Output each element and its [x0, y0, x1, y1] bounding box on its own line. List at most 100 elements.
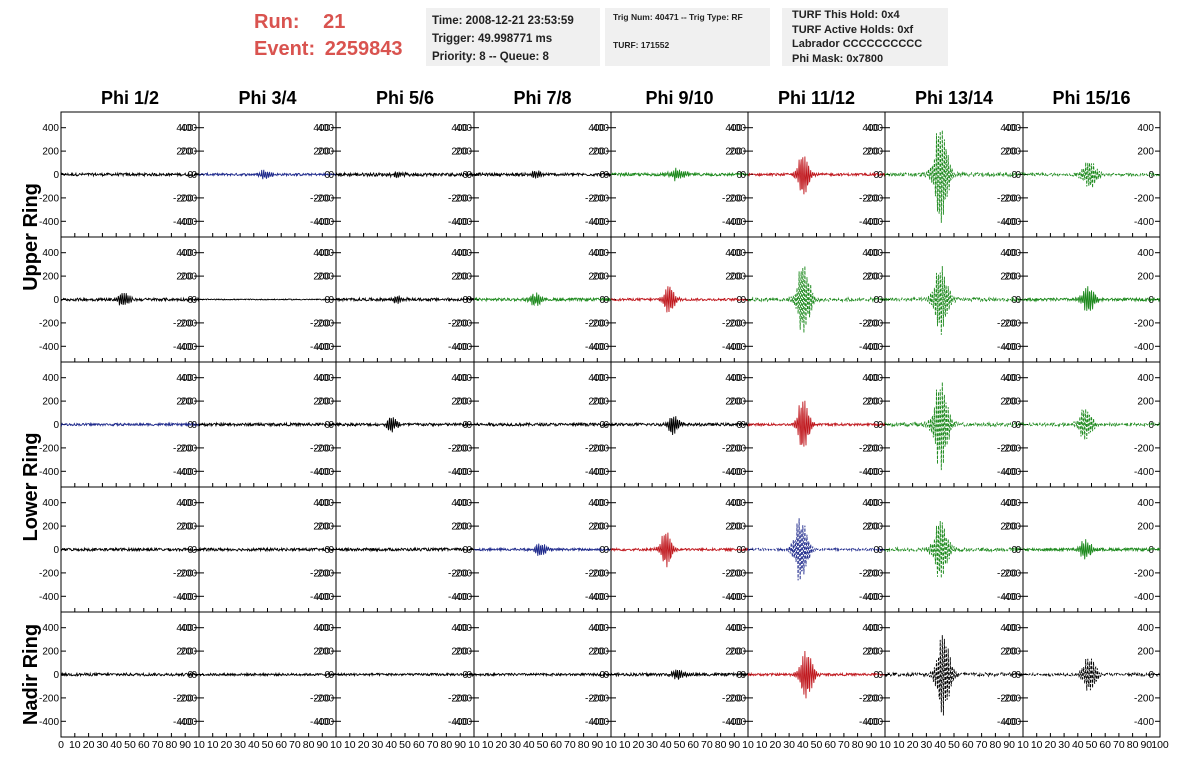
y-tick-label-right: -200	[173, 193, 193, 204]
y-tick-label-right: 0	[462, 295, 468, 306]
y-tick-label-right: 200	[176, 647, 193, 658]
x-tick-label: 40	[934, 739, 946, 751]
y-tick-label-right: 200	[1137, 272, 1154, 283]
x-tick-label: 30	[783, 739, 795, 751]
y-tick-label: -400	[39, 342, 59, 353]
y-tick-label: 0	[603, 420, 609, 431]
y-tick-label: -200	[314, 193, 334, 204]
y-tick-label: 200	[1004, 272, 1021, 283]
y-tick-label: 400	[592, 248, 609, 259]
y-tick-label-right: -400	[997, 217, 1017, 228]
y-tick-label-right: 400	[588, 373, 605, 384]
y-tick-label: -200	[1001, 193, 1021, 204]
waveform-panel: -400 -200 0 200 400 -400 -200 0 200 400	[863, 486, 1024, 613]
y-tick-label: 0	[53, 170, 59, 181]
x-tick-label: 60	[275, 739, 287, 751]
x-tick-label: 10	[344, 739, 356, 751]
y-tick-label: -400	[452, 717, 472, 728]
waveform-series	[335, 171, 475, 179]
x-tick-label: 90	[728, 739, 740, 751]
y-tick-label-right: -200	[1134, 693, 1154, 704]
y-tick-label-right: 0	[187, 295, 193, 306]
y-tick-label-right: -400	[585, 342, 605, 353]
x-tick-label: 70	[838, 739, 850, 751]
y-tick-label: 200	[180, 522, 197, 533]
y-tick-label: 400	[866, 123, 883, 134]
y-tick-label-right: 200	[725, 397, 742, 408]
y-tick-label: 400	[866, 373, 883, 384]
waveform-series	[748, 156, 886, 195]
y-tick-label-right: 400	[451, 373, 468, 384]
waveform-series	[60, 546, 200, 553]
x-tick-label: 0	[58, 739, 64, 751]
y-tick-label-right: 400	[176, 123, 193, 134]
y-tick-label: 400	[42, 248, 59, 259]
y-tick-label: -400	[452, 342, 472, 353]
y-tick-label-right: -400	[173, 717, 193, 728]
y-tick-label-right: 400	[451, 248, 468, 259]
y-tick-label: 400	[455, 373, 472, 384]
y-tick-label-right: -400	[722, 592, 742, 603]
y-tick-label: 0	[740, 670, 746, 681]
y-tick-label-right: 200	[862, 522, 879, 533]
y-tick-label-right: -200	[859, 193, 879, 204]
y-tick-label-right: 0	[736, 670, 742, 681]
x-tick-label: 60	[1099, 739, 1111, 751]
waveform-panel: -400 -200 0 200 400 -400 -200 0 200 400	[452, 486, 612, 613]
y-tick-label: 0	[328, 545, 334, 556]
waveform-series	[60, 292, 200, 306]
waveform-panel: -400 -200 0 200 400 -400 -200 0 200 400	[177, 111, 337, 238]
y-tick-label: -400	[177, 592, 197, 603]
x-tick-label: 40	[110, 739, 122, 751]
y-tick-label-right: 400	[1000, 623, 1017, 634]
y-tick-label: 0	[877, 420, 883, 431]
y-tick-label: 400	[455, 498, 472, 509]
y-tick-label-right: -200	[997, 193, 1017, 204]
y-tick-label-right: -200	[1134, 568, 1154, 579]
y-tick-label: 0	[328, 295, 334, 306]
waveform-series	[198, 671, 337, 677]
y-tick-label: -200	[177, 193, 197, 204]
y-tick-label: 400	[729, 623, 746, 634]
y-tick-label: -400	[39, 717, 59, 728]
y-tick-label-right: 400	[1000, 123, 1017, 134]
x-tick-label: 70	[427, 739, 439, 751]
waveform-panel: -400 -200 0 200 400 -400 -200 0 200 400	[452, 236, 612, 363]
y-tick-label-right: -200	[173, 693, 193, 704]
x-tick-label: 10	[1031, 739, 1043, 751]
y-tick-label: -200	[314, 568, 334, 579]
waveform-panel: -400 -200 0 200 400 -400 -200 0 200 400	[589, 486, 749, 613]
x-tick-label: 10	[756, 739, 768, 751]
x-tick-label: 40	[248, 739, 260, 751]
y-tick-label-right: -400	[310, 717, 330, 728]
y-tick-label-right: 400	[862, 498, 879, 509]
y-tick-label: 0	[466, 420, 472, 431]
x-tick-label: 60	[138, 739, 150, 751]
y-tick-label: 0	[603, 545, 609, 556]
waveform-series	[747, 266, 886, 333]
y-tick-label: -200	[589, 318, 609, 329]
y-tick-label: -400	[177, 467, 197, 478]
x-tick-label: 50	[124, 739, 136, 751]
y-tick-label-right: -400	[585, 467, 605, 478]
y-tick-label-right: -400	[585, 592, 605, 603]
y-tick-label-right: 200	[1000, 397, 1017, 408]
column-headers: Phi 1/2 Phi 3/4 Phi 5/6 Phi 7/8 Phi 9/10 Phi …	[101, 88, 1131, 108]
y-tick-label: 0	[53, 420, 59, 431]
waveform-series	[1022, 286, 1161, 311]
y-tick-label: 400	[180, 498, 197, 509]
waveform-series	[1022, 539, 1161, 560]
y-tick-label: -400	[863, 342, 883, 353]
y-tick-label: 400	[455, 248, 472, 259]
y-tick-label-right: -400	[585, 217, 605, 228]
y-tick-label: 400	[592, 498, 609, 509]
y-tick-label: -400	[863, 592, 883, 603]
y-tick-label: 400	[455, 623, 472, 634]
x-tick-label: 90	[316, 739, 328, 751]
waveform-panel: -400 -200 0 200 400 -400 -200 0 200 400	[726, 111, 886, 238]
waveform-panel: -400 -200 0 200 400 -400 -200 0 200 400	[39, 111, 200, 238]
y-tick-label-right: -400	[448, 467, 468, 478]
waveform-series	[335, 672, 474, 678]
y-tick-label: 200	[317, 397, 334, 408]
y-tick-label: -400	[863, 717, 883, 728]
